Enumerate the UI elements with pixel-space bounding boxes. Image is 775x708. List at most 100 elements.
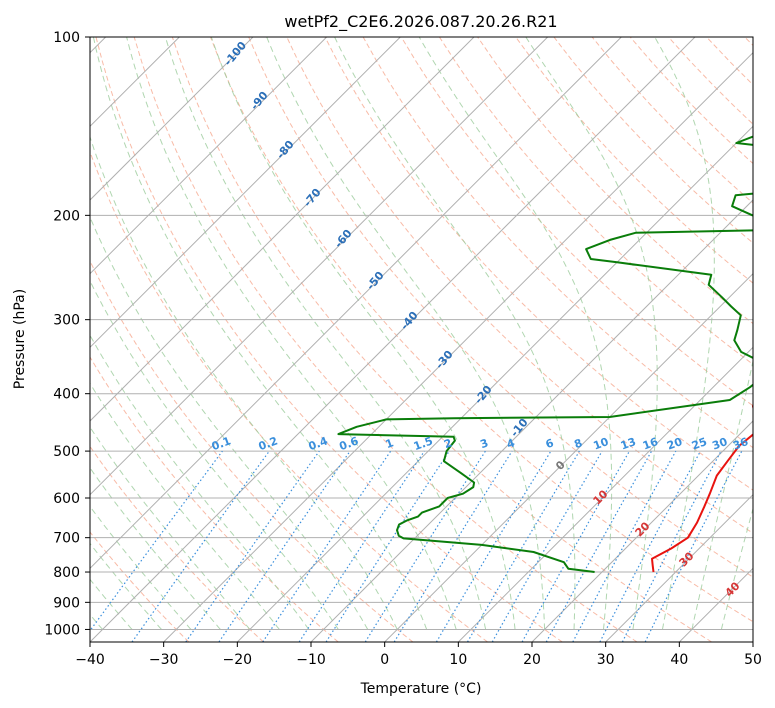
moist-adiabat <box>90 505 192 630</box>
moist-adiabat-label: 30 <box>677 549 697 569</box>
moist-adiabat <box>90 426 251 630</box>
dry-adiabat <box>90 259 414 642</box>
background-lines <box>90 37 753 642</box>
mixing-ratio-line <box>393 450 513 642</box>
dry-adiabat <box>90 445 264 642</box>
mixing-ratio-line <box>545 450 653 642</box>
isotherm <box>90 37 622 570</box>
moist-adiabat <box>90 334 310 630</box>
mixing-ratio-label: 25 <box>690 435 709 452</box>
isotherm <box>90 37 696 642</box>
mixing-ratio-line <box>262 450 392 642</box>
mixing-ratio-label: 6 <box>544 436 556 451</box>
y-tick-label: 700 <box>53 531 80 547</box>
plot-frame <box>89 36 754 643</box>
isotherm <box>457 346 753 642</box>
moist-adiabat <box>266 37 546 630</box>
dry-adiabat <box>90 150 488 642</box>
mixing-ratio-line <box>572 450 677 642</box>
x-axis-title: Temperature (°C) <box>360 681 482 697</box>
y-axis-title: Pressure (hPa) <box>12 289 28 389</box>
isotherm <box>90 37 328 275</box>
mixing-ratio-label: 8 <box>572 436 584 451</box>
moist-adiabat <box>90 279 339 630</box>
dry-adiabat <box>95 37 563 642</box>
mixing-ratio-label: 0.6 <box>338 434 361 453</box>
moist-adiabat <box>92 37 428 630</box>
y-tick-label: 800 <box>53 565 80 581</box>
x-tick-label: 0 <box>380 652 389 668</box>
mixing-ratio-label: 1.5 <box>412 434 435 453</box>
y-tick-label: 100 <box>53 30 80 46</box>
dry-adiabat-label: -50 <box>364 269 387 293</box>
x-tick-label: 10 <box>449 652 467 668</box>
dry-adiabat-label: -20 <box>472 383 495 407</box>
mixing-ratio-line <box>325 450 450 642</box>
mixing-ratio-line <box>90 450 223 632</box>
mixing-ratio-label: 16 <box>641 435 660 453</box>
x-tick-label: 50 <box>744 652 762 668</box>
moist-adiabat <box>525 37 658 630</box>
isotherm <box>90 37 549 496</box>
x-tick-label: 40 <box>670 652 688 668</box>
mixing-ratio-label: 13 <box>619 435 638 452</box>
dry-adiabat <box>362 37 753 449</box>
moist-adiabat-label: 40 <box>723 579 743 599</box>
x-tick-label: 30 <box>597 652 615 668</box>
mixing-ratio-label: 0.4 <box>307 434 330 453</box>
moist-adiabat <box>418 37 613 630</box>
mixing-ratio-label: 1 <box>384 436 396 451</box>
moist-adiabat <box>164 37 487 630</box>
dry-adiabat <box>400 37 753 407</box>
mixing-ratio-line <box>644 450 743 642</box>
moist-adiabat-label: 10 <box>591 487 611 507</box>
mixing-ratio-label: 36 <box>731 435 750 453</box>
isotherm <box>531 420 753 642</box>
moist-adiabat <box>90 382 280 630</box>
isotherm <box>90 37 475 422</box>
dry-adiabat-label: -40 <box>398 309 421 333</box>
isotherm <box>90 37 401 349</box>
chart-title: wetPf2_C2E6.2026.087.20.26.R21 <box>284 12 557 32</box>
mixing-ratio-label: 30 <box>710 435 729 453</box>
dry-adiabat-label: -30 <box>433 348 456 372</box>
temperature-profile <box>651 402 753 573</box>
moist-adiabat <box>654 37 715 630</box>
dry-adiabat <box>591 37 753 204</box>
dry-adiabat <box>248 37 753 578</box>
x-tick-label: −40 <box>75 652 105 668</box>
moist-adiabat <box>126 37 457 630</box>
isotherm <box>384 272 753 642</box>
moist-adiabat-label: 20 <box>633 519 653 539</box>
dewpoint-profile <box>337 135 753 573</box>
dry-adiabat-label: -80 <box>274 138 297 162</box>
moist-adiabat <box>691 358 753 630</box>
isotherm <box>310 199 753 642</box>
y-tick-label: 400 <box>53 387 80 403</box>
dry-adiabat <box>90 356 339 642</box>
moist-adiabat <box>90 135 398 630</box>
mixing-ratio-line <box>298 450 425 642</box>
x-tick-label: 20 <box>523 652 541 668</box>
dry-adiabat <box>706 37 753 86</box>
dry-adiabat <box>133 37 638 642</box>
dry-adiabat <box>210 37 753 623</box>
y-tick-label: 600 <box>53 491 80 507</box>
mixing-ratio-line <box>131 450 270 642</box>
isotherm <box>236 125 753 642</box>
moist-adiabat <box>720 506 753 630</box>
dry-adiabat <box>171 37 712 642</box>
isotherm <box>605 493 753 642</box>
isotherm <box>90 37 254 201</box>
dry-adiabat <box>515 37 753 284</box>
moist-adiabat <box>90 467 221 630</box>
mixing-ratio-line <box>599 450 702 642</box>
moist-adiabat <box>334 37 576 630</box>
moist-adiabat <box>90 542 162 630</box>
mixing-ratio-label: 0.2 <box>257 434 280 453</box>
data-lines <box>337 135 753 573</box>
x-tick-label: −10 <box>296 652 326 668</box>
y-tick-label: 300 <box>53 313 80 329</box>
isotherm <box>163 51 753 642</box>
